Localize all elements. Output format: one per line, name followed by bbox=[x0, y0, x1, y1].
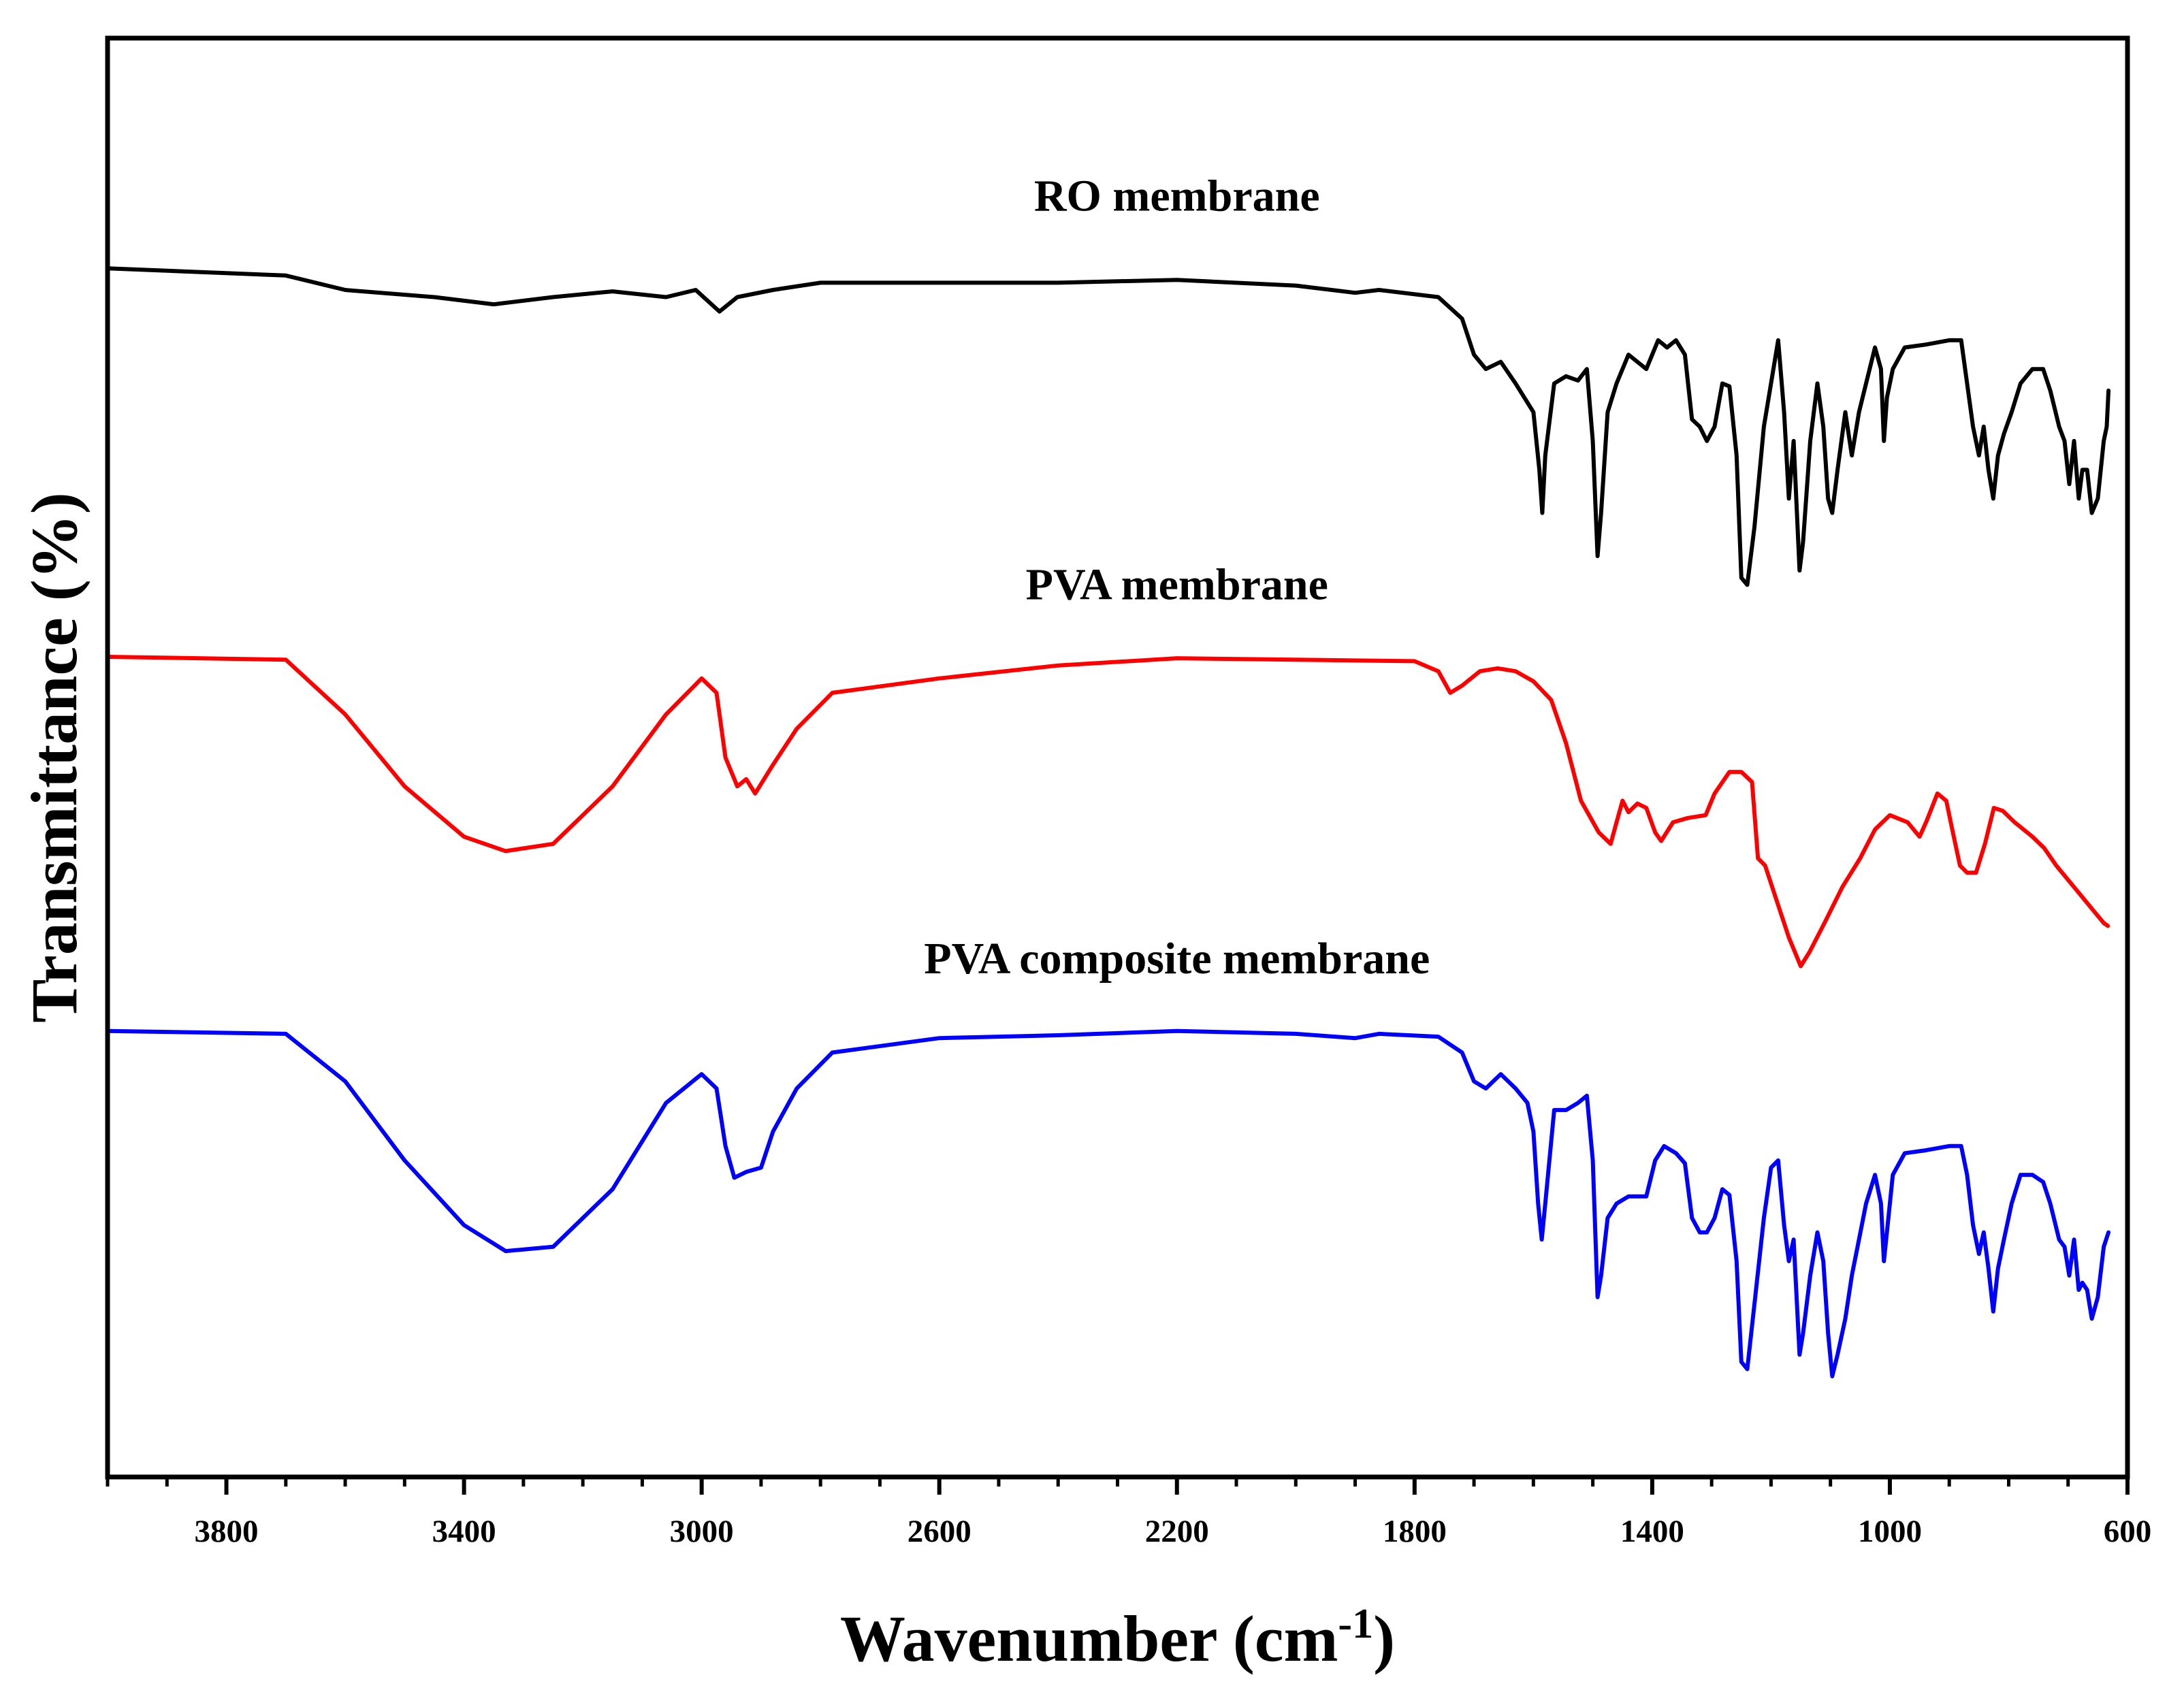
y-axis-title: Transmittance (%) bbox=[18, 492, 91, 1022]
x-tick-label: 3000 bbox=[670, 1514, 734, 1549]
series-layer bbox=[106, 266, 2111, 1378]
x-tick-label: 1400 bbox=[1620, 1514, 1684, 1549]
series-label-ro-membrane: RO membrane bbox=[1034, 172, 1320, 221]
x-tick-label: 1800 bbox=[1383, 1514, 1447, 1549]
series-line-pva-composite-membrane bbox=[106, 1028, 2111, 1378]
series-line-pva-membrane bbox=[106, 655, 2110, 969]
x-tick-label: 2200 bbox=[1145, 1514, 1209, 1549]
series-line-ro-membrane bbox=[106, 266, 2111, 587]
series-label-pva-composite-membrane: PVA composite membrane bbox=[924, 934, 1430, 984]
series-label-pva-membrane: PVA membrane bbox=[1026, 559, 1328, 609]
x-tick-label: 3400 bbox=[432, 1514, 496, 1549]
x-tick-label: 600 bbox=[2104, 1514, 2152, 1549]
series-labels: RO membrane PVA membrane PVA composite mem… bbox=[924, 172, 1430, 984]
x-axis-ticks: 3800 3400 3000 2600 2200 1800 1400 1000 600 bbox=[106, 1477, 2152, 1549]
x-tick-label: 2600 bbox=[908, 1514, 971, 1549]
x-tick-label: 1000 bbox=[1858, 1514, 1922, 1549]
x-axis-title: Wavenumber (cm-1) bbox=[840, 1601, 1395, 1675]
x-tick-label: 3800 bbox=[195, 1514, 259, 1549]
